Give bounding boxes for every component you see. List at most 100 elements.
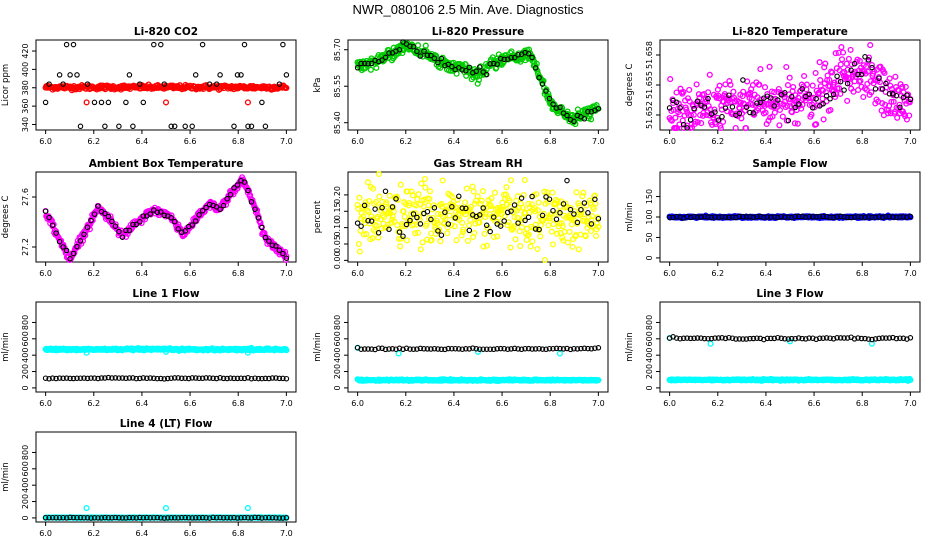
- y-tick-label: 800: [333, 315, 342, 330]
- data-point: [822, 88, 829, 96]
- data-point: [823, 335, 830, 341]
- data-point: [477, 200, 484, 207]
- chart-title: Ambient Box Temperature: [89, 158, 244, 170]
- data-point: [95, 515, 101, 521]
- data-point: [529, 193, 535, 200]
- data-point: [414, 42, 422, 49]
- x-tick-label: 6.8: [856, 137, 869, 146]
- data-point: [694, 98, 701, 104]
- data-point: [559, 234, 566, 241]
- data-point: [88, 217, 94, 224]
- data-point: [463, 67, 469, 74]
- data-point: [771, 335, 778, 342]
- data-point: [199, 41, 206, 48]
- data-point: [366, 197, 373, 205]
- data-point: [687, 335, 694, 342]
- data-point: [536, 74, 542, 81]
- data-point: [396, 47, 403, 53]
- data-point: [53, 375, 59, 382]
- data-point: [137, 375, 143, 382]
- data-point: [539, 346, 546, 352]
- data-point: [460, 226, 467, 233]
- data-point: [487, 228, 493, 235]
- data-point: [830, 336, 837, 342]
- data-point: [856, 57, 863, 64]
- data-point: [497, 345, 504, 352]
- data-point: [412, 230, 419, 237]
- data-point: [907, 335, 914, 341]
- data-point: [490, 60, 497, 67]
- data-point: [736, 110, 743, 117]
- data-point: [705, 214, 711, 220]
- data-point: [154, 375, 161, 382]
- data-point: [46, 81, 52, 87]
- data-point: [844, 66, 851, 73]
- data-point: [851, 214, 858, 220]
- data-point: [708, 214, 715, 221]
- data-point: [140, 213, 147, 219]
- data-point: [119, 234, 126, 240]
- data-point: [67, 72, 73, 78]
- data-point: [56, 514, 63, 521]
- x-tick-label: 6.2: [87, 399, 100, 408]
- data-point: [592, 345, 598, 351]
- data-point: [768, 335, 774, 342]
- data-point: [684, 125, 690, 131]
- data-point: [408, 188, 415, 195]
- data-point: [543, 214, 550, 222]
- data-point: [178, 375, 185, 382]
- data-point: [855, 335, 861, 341]
- data-point: [844, 335, 851, 341]
- plot-frame: [347, 301, 609, 393]
- data-point: [712, 335, 718, 341]
- data-point: [893, 92, 900, 99]
- data-point: [519, 204, 526, 211]
- data-point: [414, 346, 420, 352]
- data-point: [904, 92, 910, 98]
- data-point: [840, 49, 847, 56]
- data-point: [809, 82, 816, 89]
- data-point: [511, 213, 518, 221]
- data-point: [790, 83, 797, 91]
- y-tick-label: 150: [645, 189, 654, 204]
- data-point: [482, 210, 489, 217]
- data-point: [829, 69, 836, 76]
- data-point: [463, 185, 470, 192]
- data-point: [494, 233, 501, 240]
- x-tick-label: 6.2: [711, 137, 724, 146]
- data-point: [220, 375, 227, 382]
- data-point: [691, 105, 697, 112]
- data-point: [386, 346, 392, 352]
- data-point: [425, 202, 432, 209]
- data-point: [234, 182, 241, 188]
- data-point: [521, 177, 528, 184]
- data-point: [501, 218, 507, 224]
- y-tick-label: 800: [21, 445, 30, 460]
- data-point: [280, 515, 286, 521]
- data-point: [354, 201, 361, 208]
- data-point: [508, 208, 514, 214]
- data-point: [775, 334, 781, 341]
- chart-title: Sample Flow: [752, 158, 827, 170]
- data-point: [844, 80, 851, 87]
- x-tick-label: 6.8: [856, 269, 869, 278]
- data-point: [410, 346, 417, 352]
- data-point: [487, 202, 494, 210]
- y-tick-label: 0: [645, 385, 654, 390]
- x-tick-label: 6.4: [760, 137, 773, 146]
- data-point: [130, 375, 136, 381]
- data-point: [827, 335, 833, 341]
- data-point: [722, 335, 729, 342]
- x-tick-label: 6.8: [544, 269, 557, 278]
- data-point: [837, 213, 844, 220]
- data-point: [417, 246, 424, 253]
- data-point: [410, 211, 417, 217]
- data-point: [424, 208, 431, 215]
- data-point: [541, 256, 548, 264]
- data-point: [105, 374, 112, 381]
- data-point: [748, 96, 755, 103]
- data-point: [754, 100, 760, 106]
- data-point: [224, 514, 230, 521]
- data-point: [206, 375, 213, 381]
- data-point: [360, 213, 367, 220]
